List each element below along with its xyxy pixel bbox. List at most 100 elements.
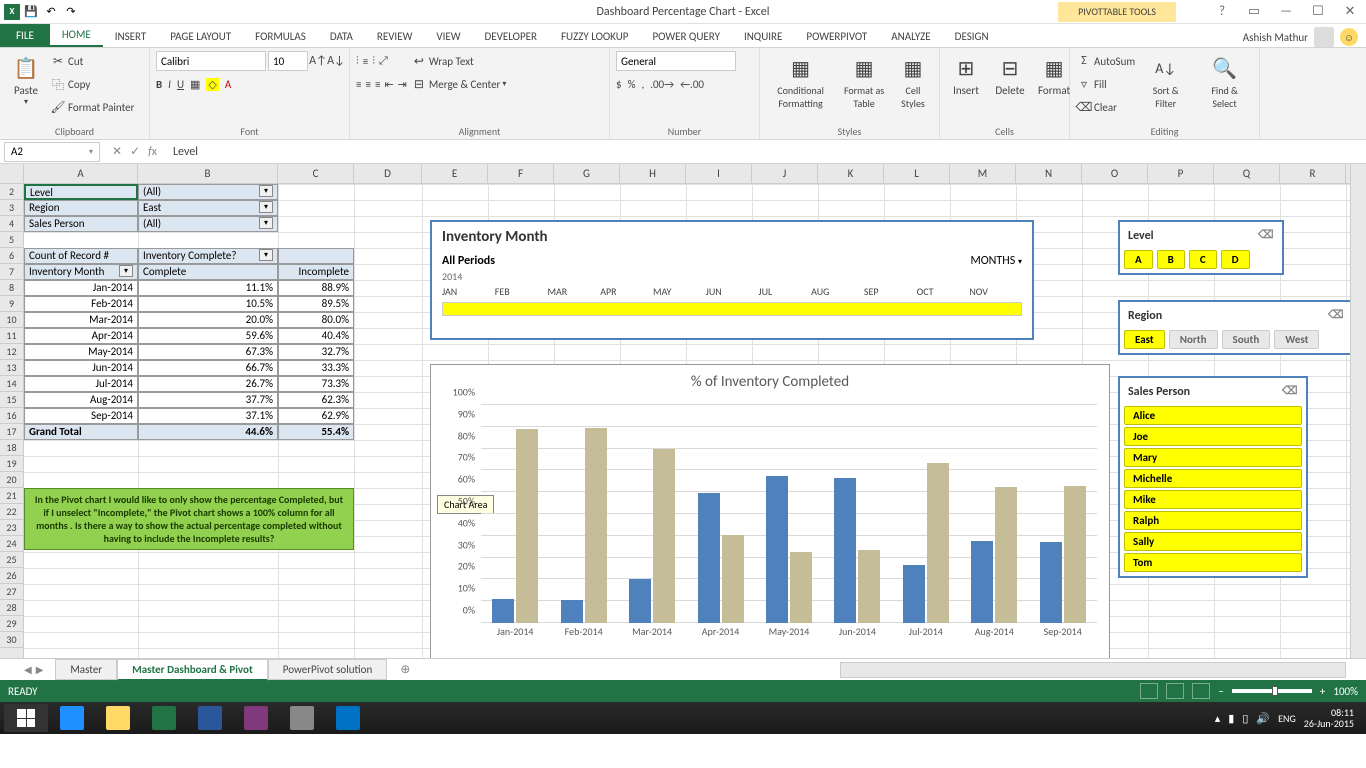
tab-inquire[interactable]: INQUIRE: [732, 26, 794, 47]
column-header[interactable]: L: [884, 164, 950, 183]
row-header[interactable]: 19: [0, 456, 23, 472]
pivot-value[interactable]: 10.5%: [138, 296, 278, 312]
column-header[interactable]: B: [138, 164, 278, 183]
row-header[interactable]: 21: [0, 488, 23, 504]
row-header[interactable]: 10: [0, 312, 23, 328]
decrease-font-icon[interactable]: A↓: [328, 53, 344, 69]
pivot-header[interactable]: Inventory Complete?▾: [138, 248, 278, 264]
zoom-slider[interactable]: [1232, 689, 1312, 693]
copy-button[interactable]: ⿻Copy: [50, 73, 134, 95]
tab-design[interactable]: DESIGN: [943, 26, 1001, 47]
pivot-value[interactable]: 20.0%: [138, 312, 278, 328]
timeline-month[interactable]: NOV: [969, 285, 1022, 298]
slicer-item[interactable]: Alice: [1124, 406, 1302, 425]
row-header[interactable]: 28: [0, 600, 23, 616]
column-header[interactable]: P: [1148, 164, 1214, 183]
tray-chevron-icon[interactable]: ▴: [1215, 712, 1221, 725]
autosum-button[interactable]: ΣAutoSum: [1076, 50, 1135, 72]
clear-filter-icon[interactable]: ⌫: [1328, 308, 1344, 324]
filter-label-salesperson[interactable]: Sales Person: [24, 216, 138, 232]
column-header[interactable]: D: [354, 164, 422, 183]
row-header[interactable]: 5: [0, 232, 23, 248]
tab-view[interactable]: VIEW: [424, 26, 472, 47]
align-middle-icon[interactable]: ≡: [363, 55, 368, 68]
tab-powerpivot[interactable]: POWERPIVOT: [794, 26, 879, 47]
slicer-item[interactable]: Michelle: [1124, 469, 1302, 488]
insert-cells-button[interactable]: ⊞Insert: [946, 50, 986, 99]
indent-dec-icon[interactable]: ⇤: [384, 78, 393, 91]
fill-button[interactable]: ▿Fill: [1076, 73, 1135, 95]
pivot-value[interactable]: 67.3%: [138, 344, 278, 360]
column-header[interactable]: A: [24, 164, 138, 183]
view-pagebreak-icon[interactable]: [1192, 683, 1210, 699]
bar-incomplete[interactable]: [927, 463, 949, 623]
pivot-col[interactable]: Incomplete: [278, 264, 354, 280]
bar-complete[interactable]: [766, 476, 788, 623]
redo-icon[interactable]: ↷: [62, 3, 80, 21]
pivot-value[interactable]: 62.3%: [278, 392, 354, 408]
formula-input[interactable]: Level: [165, 143, 1366, 161]
tab-powerquery[interactable]: POWER QUERY: [640, 26, 731, 47]
slicer-item[interactable]: A: [1124, 250, 1153, 269]
font-size-select[interactable]: [268, 51, 308, 71]
row-header[interactable]: 27: [0, 584, 23, 600]
row-header[interactable]: 20: [0, 472, 23, 488]
bar-complete[interactable]: [1040, 542, 1062, 623]
delete-cells-button[interactable]: ⊟Delete: [990, 50, 1030, 99]
column-header[interactable]: J: [752, 164, 818, 183]
undo-icon[interactable]: ↶: [42, 3, 60, 21]
timeline-month[interactable]: AUG: [811, 285, 864, 298]
slicer-item[interactable]: South: [1222, 330, 1271, 349]
column-header[interactable]: I: [686, 164, 752, 183]
tab-review[interactable]: REVIEW: [365, 26, 425, 47]
pivot-value[interactable]: 37.7%: [138, 392, 278, 408]
timeline-month[interactable]: MAY: [653, 285, 706, 298]
help-icon[interactable]: ?: [1210, 4, 1234, 19]
tab-developer[interactable]: DEVELOPER: [473, 26, 549, 47]
column-header[interactable]: C: [278, 164, 354, 183]
pivot-month[interactable]: Aug-2014: [24, 392, 138, 408]
column-header[interactable]: G: [554, 164, 620, 183]
tray-clock[interactable]: 08:11 26-Jun-2015: [1304, 707, 1354, 729]
italic-button[interactable]: I: [168, 78, 171, 91]
font-name-select[interactable]: [156, 51, 266, 71]
pivot-value[interactable]: 40.4%: [278, 328, 354, 344]
slicer-item[interactable]: Ralph: [1124, 511, 1302, 530]
row-header[interactable]: 26: [0, 568, 23, 584]
row-header[interactable]: 9: [0, 296, 23, 312]
format-as-table-button[interactable]: ▦Format as Table: [839, 50, 889, 112]
pivot-value[interactable]: 32.7%: [278, 344, 354, 360]
pivot-value[interactable]: 33.3%: [278, 360, 354, 376]
align-center-icon[interactable]: ≡: [365, 78, 370, 91]
row-header[interactable]: 3: [0, 200, 23, 216]
bar-complete[interactable]: [629, 579, 651, 623]
tray-language[interactable]: ENG: [1278, 712, 1296, 725]
column-header[interactable]: K: [818, 164, 884, 183]
filter-value-salesperson[interactable]: (All)▾: [138, 216, 278, 232]
timeline-month[interactable]: OCT: [917, 285, 970, 298]
pivot-rowfield[interactable]: Inventory Month▾: [24, 264, 138, 280]
sheet-nav-prev-icon[interactable]: ◀: [24, 663, 32, 676]
zoom-out-icon[interactable]: −: [1218, 685, 1223, 698]
vertical-scrollbar[interactable]: [1350, 164, 1366, 658]
column-header[interactable]: M: [950, 164, 1016, 183]
bar-incomplete[interactable]: [1064, 486, 1086, 623]
timeline-month[interactable]: MAR: [547, 285, 600, 298]
row-header[interactable]: 16: [0, 408, 23, 424]
align-right-icon[interactable]: ≡: [375, 78, 380, 91]
close-icon[interactable]: ✕: [1338, 4, 1362, 19]
bar-complete[interactable]: [492, 599, 514, 623]
bar-incomplete[interactable]: [858, 550, 880, 623]
bar-incomplete[interactable]: [722, 535, 744, 623]
dropdown-icon[interactable]: ▾: [259, 201, 273, 213]
timeline-month[interactable]: FEB: [495, 285, 548, 298]
conditional-formatting-button[interactable]: ▦Conditional Formatting: [766, 50, 835, 112]
fill-color-button[interactable]: ◇: [206, 78, 218, 91]
filter-value-level[interactable]: (All)▾: [138, 184, 278, 200]
percent-button[interactable]: %: [628, 78, 636, 91]
pivot-chart[interactable]: % of Inventory Completed Chart Area 0%10…: [430, 364, 1110, 658]
pivot-month[interactable]: Sep-2014: [24, 408, 138, 424]
pivot-col[interactable]: Complete: [138, 264, 278, 280]
row-header[interactable]: 29: [0, 616, 23, 632]
tab-home[interactable]: HOME: [50, 24, 103, 47]
